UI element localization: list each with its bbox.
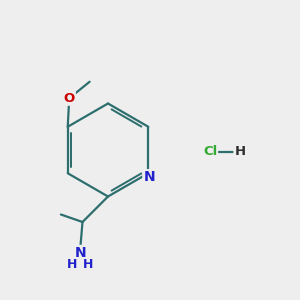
Text: Cl: Cl bbox=[203, 145, 217, 158]
Text: H: H bbox=[67, 257, 77, 271]
Text: O: O bbox=[64, 92, 75, 105]
Text: N: N bbox=[74, 246, 86, 260]
Text: H: H bbox=[83, 257, 93, 271]
Text: H: H bbox=[234, 145, 246, 158]
Text: N: N bbox=[143, 170, 155, 184]
